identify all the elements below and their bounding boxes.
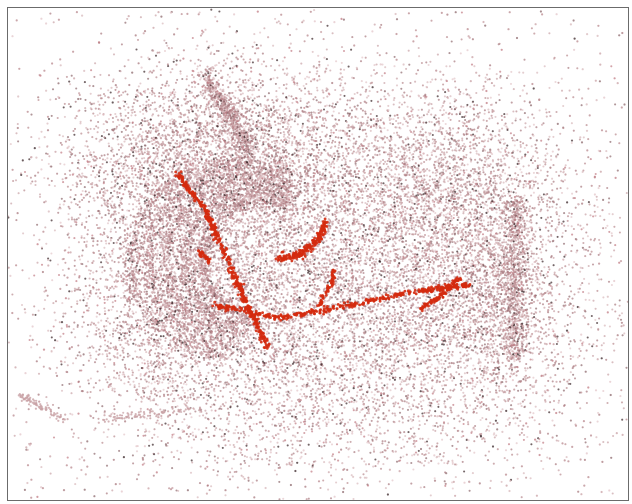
point-cloud-scatter bbox=[7, 8, 629, 501]
highlighted-trajectories bbox=[174, 170, 472, 350]
